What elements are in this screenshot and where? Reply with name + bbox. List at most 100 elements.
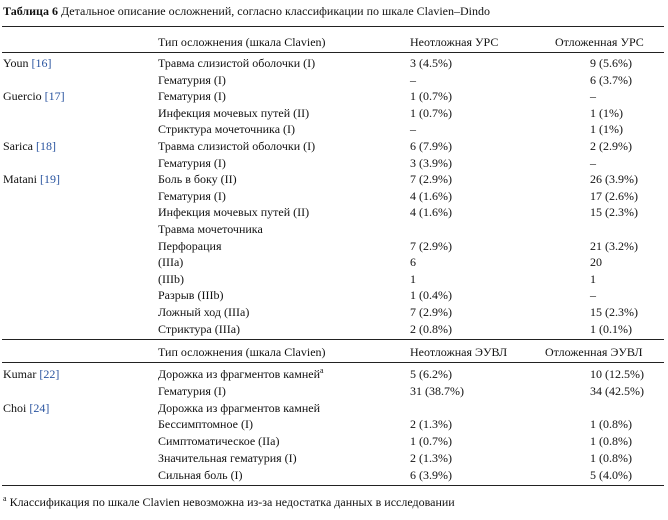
table-row: Гематурия (I) 3 (3.9%) – [0,156,668,172]
table-row: Инфекция мочевых путей (II) 4 (1.6%) 15 (2… [0,205,668,221]
value-urgent: – [410,72,416,87]
complication-type-text: Перфорация [158,238,222,253]
value-delayed: 26 (3.9%) [590,172,638,187]
value-urgent: 6 (3.9%) [410,467,452,482]
complication-type: Значительная гематурия (I) [158,451,297,466]
table-row: (IIIa) 6 20 [0,255,668,271]
author-name: Kumar [3,367,40,381]
table-label: Таблица 6 [3,4,58,18]
value-delayed: 5 (4.0%) [590,467,632,482]
value-delayed: – [590,288,596,303]
header-complication-type: Тип осложнения (шкала Clavien) [158,35,326,49]
complication-type: (IIIb) [158,272,184,287]
value-urgent: 2 (1.3%) [410,417,452,432]
reference-link: [24] [29,400,50,415]
complication-type-text: Ложный ход (IIIa) [158,305,250,319]
author-name: Choi [3,400,30,415]
value-urgent: 4 (1.6%) [410,188,452,203]
table-row: Ложный ход (IIIa) 7 (2.9%) 15 (2.3%) [0,305,668,321]
author-cell: Choi [24] [3,401,49,416]
header-row-eswl: Тип осложнения (шкала Clavien) Неотложна… [0,345,668,361]
table-row: Травма мочеточника [0,222,668,238]
header-delayed-eswl: Отложенная ЭУВЛ [545,345,643,359]
table-title: Детальное описание осложнений, согласно … [60,4,490,18]
complication-type-text: (IIIb) [158,271,184,286]
complication-type: Симптоматическое (IIa) [158,434,279,449]
value-delayed: 2 (2.9%) [590,139,632,153]
complication-type-text: Разрыв (IIIb) [158,288,224,303]
value-urgent: 5 (6.2%) [410,367,452,381]
value-delayed: – [590,89,596,104]
author-cell: Kumar [22] [3,367,59,382]
complication-type: Гематурия (I) [158,384,226,399]
complication-type: Бессимптомное (I) [158,417,253,432]
complication-type-text: Стриктура мочеточника (I) [158,122,296,137]
header-urgent-urs: Неотложная УРС [410,35,499,49]
table-row: Разрыв (IIIb) 1 (0.4%) – [0,288,668,304]
value-urgent: 2 (0.8%) [410,321,452,336]
value-urgent: 31 (38.7%) [410,383,464,398]
value-urgent: 7 (2.9%) [410,305,452,319]
value-delayed: 17 (2.6%) [590,188,638,203]
complication-type-text: Гематурия (I) [158,383,226,398]
complication-type: (IIIa) [158,255,183,270]
complication-type: Дорожка из фрагментов камнейa [158,367,324,382]
value-delayed: – [590,155,596,170]
value-delayed: 1 (1%) [590,122,623,137]
complication-type-text: Гематурия (I) [158,188,226,203]
value-delayed: 1 (0.8%) [590,417,632,432]
reference-link: [16] [31,56,52,70]
complication-type: Стриктура мочеточника (I) [158,122,295,137]
table-caption: Таблица 6 Детальное описание осложнений,… [3,4,490,19]
complication-type-text: Сильная боль (I) [158,467,243,482]
complication-type: Разрыв (IIIb) [158,288,223,303]
author-cell: Matani [19] [3,172,60,187]
value-urgent: 4 (1.6%) [410,205,452,220]
table-row: Гематурия (I) – 6 (3.7%) [0,73,668,89]
table-row: (IIIb) 1 1 [0,272,668,288]
complication-type: Гематурия (I) [158,156,226,171]
table-row: Инфекция мочевых путей (II) 1 (0.7%) 1 (1%… [0,106,668,122]
value-urgent: – [410,122,416,137]
value-delayed: 20 [590,255,602,270]
complication-type: Дорожка из фрагментов камней [158,401,320,416]
complication-type-text: Стриктура (IIIa) [158,321,241,336]
complication-type-text: Симптоматическое (IIa) [158,434,280,449]
value-urgent: 1 (0.7%) [410,434,452,449]
value-delayed: 15 (2.3%) [590,205,638,220]
value-delayed: 9 (5.6%) [590,56,632,70]
value-urgent: 7 (2.9%) [410,172,452,187]
value-urgent: 1 (0.7%) [410,105,452,120]
table-row: Sarica [18] Травма слизистой оболочки (I)… [0,139,668,155]
value-delayed: 6 (3.7%) [590,72,632,87]
complication-type-text: Травма слизистой оболочки (I) [158,139,316,153]
table-row: Youn [16] Травма слизистой оболочки (I) 3 … [0,56,668,72]
footnote-text: Классификация по шкале Clavien невозможн… [6,495,455,509]
table-row: Симптоматическое (IIa) 1 (0.7%) 1 (0.8%) [0,434,668,450]
reference-link: [18] [35,139,56,153]
table-row: Kumar [22] Дорожка из фрагментов камнейa 5… [0,367,668,383]
complication-type-text: Бессимптомное (I) [158,417,253,432]
author-cell: Sarica [18] [3,139,56,154]
complication-type: Ложный ход (IIIa) [158,305,249,320]
value-urgent: 2 (1.3%) [410,451,452,465]
value-urgent: 7 (2.9%) [410,238,452,253]
table-row: Бессимптомное (I) 2 (1.3%) 1 (0.8%) [0,417,668,433]
author-name: Youn [3,56,32,70]
header-delayed-urs: Отложенная УРС [555,35,644,49]
reference-link: [17] [44,89,65,104]
table-row: Сильная боль (I) 6 (3.9%) 5 (4.0%) [0,468,668,484]
complication-type-text: Значительная гематурия (I) [158,451,297,465]
complication-type: Инфекция мочевых путей (II) [158,106,309,121]
table-row: Стриктура мочеточника (I) – 1 (1%) [0,122,668,138]
header-urgent-eswl: Неотложная ЭУВЛ [410,345,508,359]
section-rule [2,339,664,340]
value-delayed: 1 (0.8%) [590,451,632,465]
footnote-ref: a [320,366,324,375]
complication-type-text: Гематурия (I) [158,155,226,170]
reference-link: [22] [39,367,60,381]
complication-type-text: Гематурия (I) [158,72,226,87]
value-delayed: 15 (2.3%) [590,305,638,319]
complication-type-text: Дорожка из фрагментов камней [158,367,321,381]
bottom-rule [2,485,664,486]
